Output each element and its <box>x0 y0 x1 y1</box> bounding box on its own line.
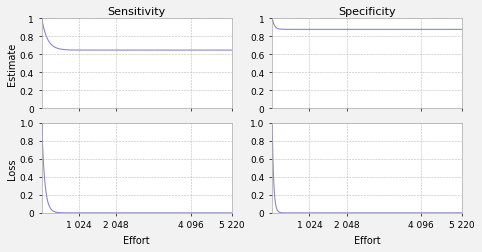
Title: Sensitivity: Sensitivity <box>107 7 166 17</box>
Y-axis label: Loss: Loss <box>7 158 17 179</box>
Title: Specificity: Specificity <box>338 7 396 17</box>
Y-axis label: Estimate: Estimate <box>7 42 17 85</box>
X-axis label: Effort: Effort <box>123 235 150 245</box>
X-axis label: Effort: Effort <box>354 235 380 245</box>
